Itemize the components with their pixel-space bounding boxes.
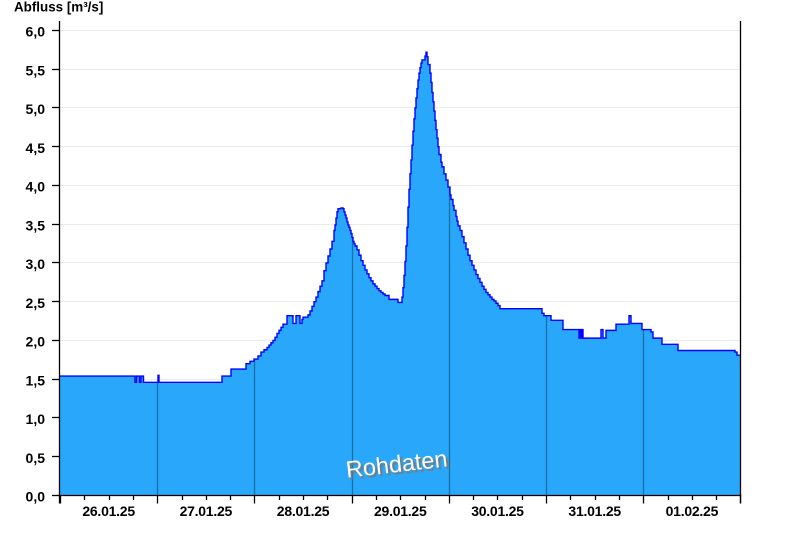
svg-text:3,0: 3,0 xyxy=(26,256,46,272)
svg-text:1,5: 1,5 xyxy=(26,372,46,388)
svg-text:30.01.25: 30.01.25 xyxy=(471,503,524,519)
svg-text:0,5: 0,5 xyxy=(26,450,46,466)
svg-text:31.01.25: 31.01.25 xyxy=(568,503,621,519)
svg-text:2,0: 2,0 xyxy=(26,334,46,350)
svg-text:27.01.25: 27.01.25 xyxy=(180,503,233,519)
svg-text:Abfluss [m³/s]: Abfluss [m³/s] xyxy=(14,0,103,14)
svg-text:01.02.25: 01.02.25 xyxy=(666,503,719,519)
svg-text:4,0: 4,0 xyxy=(26,179,46,195)
svg-text:1,0: 1,0 xyxy=(26,411,46,427)
svg-text:6,0: 6,0 xyxy=(26,24,46,40)
svg-text:0,0: 0,0 xyxy=(26,489,46,505)
svg-text:5,0: 5,0 xyxy=(26,101,46,117)
svg-text:5,5: 5,5 xyxy=(26,62,46,78)
svg-text:28.01.25: 28.01.25 xyxy=(277,503,330,519)
svg-text:2,5: 2,5 xyxy=(26,295,46,311)
svg-text:4,5: 4,5 xyxy=(26,140,46,156)
svg-text:26.01.25: 26.01.25 xyxy=(82,503,135,519)
svg-text:3,5: 3,5 xyxy=(26,217,46,233)
svg-text:29.01.25: 29.01.25 xyxy=(374,503,427,519)
